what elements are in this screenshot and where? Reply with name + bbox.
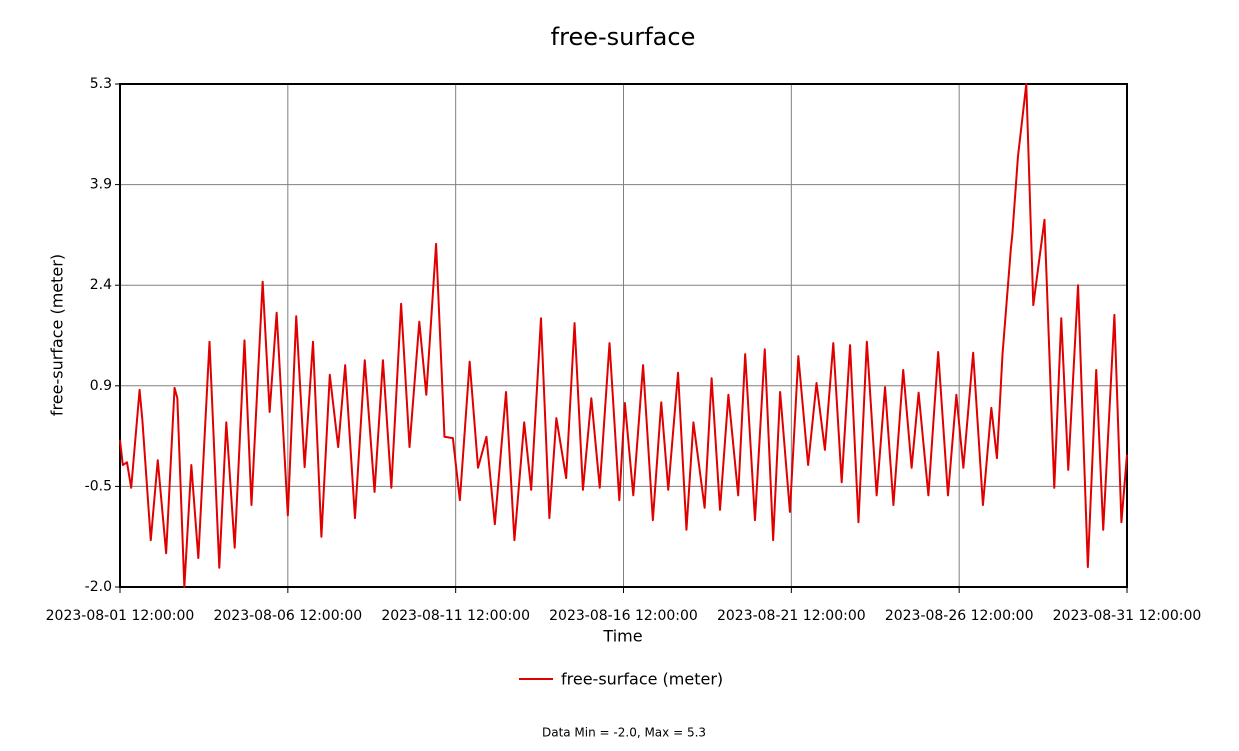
data-line: [119, 83, 1128, 588]
x-tick-label: 2023-08-06 12:00:00: [213, 608, 362, 624]
x-axis-label: Time: [602, 627, 642, 646]
x-tick-label: 2023-08-16 12:00:00: [549, 608, 698, 624]
y-tick-label: 0.9: [90, 378, 112, 394]
legend-label: free-surface (meter): [561, 670, 723, 689]
x-tick-label: 2023-08-21 12:00:00: [717, 608, 866, 624]
y-axis-label: free-surface (meter): [48, 254, 67, 416]
y-tick-label: 3.9: [90, 177, 112, 193]
x-tick-label: 2023-08-01 12:00:00: [46, 608, 195, 624]
y-tick-label: 5.3: [90, 76, 112, 92]
x-tick-label: 2023-08-11 12:00:00: [381, 608, 530, 624]
y-tick-label: 2.4: [90, 277, 112, 293]
x-tick-label: 2023-08-26 12:00:00: [885, 608, 1034, 624]
y-tick-label: -2.0: [85, 579, 112, 595]
y-tick-label: -0.5: [85, 478, 112, 494]
chart-title: free-surface: [551, 23, 696, 51]
x-tick-label: 2023-08-31 12:00:00: [1053, 608, 1202, 624]
plot-border: [119, 83, 1128, 588]
footer: Data Min = -2.0, Max = 5.3: [542, 726, 706, 740]
